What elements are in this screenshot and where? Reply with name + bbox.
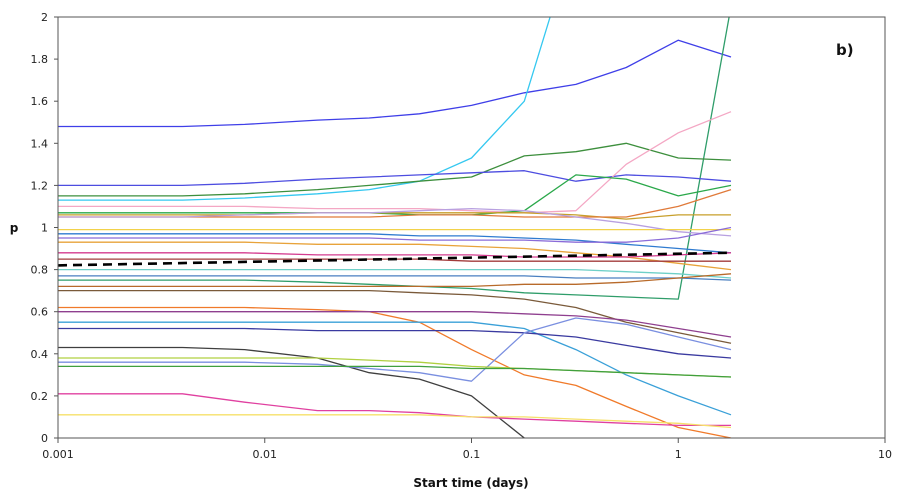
x-tick-label: 1: [675, 448, 682, 461]
y-tick-label: 0.6: [31, 306, 49, 319]
y-tick-label: 2: [41, 11, 48, 24]
series-lines: [58, 17, 732, 438]
plot-area: [58, 17, 885, 438]
series-line-8: [58, 212, 731, 220]
series-line-29: [58, 393, 731, 427]
series-line-17: [58, 268, 732, 279]
x-tick-label: 0.001: [42, 448, 74, 461]
panel-label: b): [836, 41, 854, 59]
axes: 0 0.2 0.4 0.6 0.8 1 1.2 1.4 1.6 1.8 2 0.001 0.01 0.1 1…: [31, 11, 893, 461]
y-tick-label: 0.8: [31, 264, 49, 277]
series-line-20: [58, 289, 732, 344]
plot-background: [58, 17, 885, 438]
x-tick-label: 0.1: [463, 448, 481, 461]
series-line-26: [58, 317, 732, 382]
series-line-1: [58, 39, 732, 128]
series-line-23: [58, 321, 732, 416]
y-tick-label: 1.6: [31, 95, 49, 108]
series-line-5: [58, 170, 732, 187]
series-line-10: [58, 207, 732, 237]
series-line-6: [58, 111, 732, 214]
series-line-2: [58, 17, 551, 201]
x-tick-label: 0.01: [253, 448, 278, 461]
series-line-13: [58, 226, 732, 243]
y-tick-label: 0: [41, 432, 48, 445]
series-line-28: [58, 365, 732, 378]
series-line-30: [58, 414, 732, 429]
series-line-4: [58, 142, 732, 197]
y-tick-label: 1.4: [31, 137, 49, 150]
y-tick-label: 0.4: [31, 348, 49, 361]
y-tick-label: 1.8: [31, 53, 49, 66]
series-line-18: [58, 275, 732, 281]
series-line-15: [58, 252, 732, 258]
reference-line-layer: [57, 251, 732, 267]
reference-dashed-line: [57, 251, 732, 267]
series-line-24: [58, 327, 732, 359]
y-tick-label: 1.2: [31, 179, 49, 192]
series-line-12: [58, 233, 732, 254]
y-axis-title: p: [10, 221, 19, 235]
x-tick-label: 10: [878, 448, 892, 461]
series-line-22: [58, 311, 732, 338]
y-tick-label: 1: [41, 222, 48, 235]
y-tick-label: 0.2: [31, 390, 49, 403]
x-axis-title: Start time (days): [413, 476, 528, 490]
series-line-19: [58, 273, 732, 288]
